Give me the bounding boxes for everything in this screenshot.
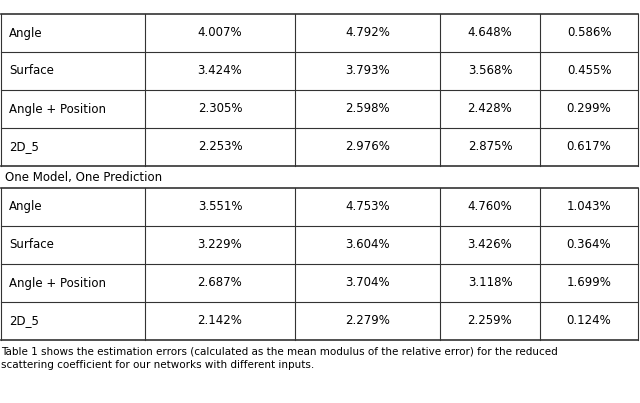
Text: Surface: Surface <box>9 64 54 77</box>
Text: 3.229%: 3.229% <box>198 239 243 251</box>
Text: 1.699%: 1.699% <box>566 276 611 289</box>
Text: 0.586%: 0.586% <box>567 27 611 39</box>
Text: 3.604%: 3.604% <box>345 239 390 251</box>
Text: Angle: Angle <box>9 201 43 214</box>
Text: Table 1 shows the estimation errors (calculated as the mean modulus of the relat: Table 1 shows the estimation errors (cal… <box>1 346 557 356</box>
Text: 0.124%: 0.124% <box>566 314 611 328</box>
Text: 0.455%: 0.455% <box>567 64 611 77</box>
Text: 2.142%: 2.142% <box>198 314 243 328</box>
Text: 2.428%: 2.428% <box>468 102 513 116</box>
Text: 2D_5: 2D_5 <box>9 314 39 328</box>
Text: 4.753%: 4.753% <box>345 201 390 214</box>
Text: 3.793%: 3.793% <box>345 64 390 77</box>
Text: 0.364%: 0.364% <box>566 239 611 251</box>
Text: 2.279%: 2.279% <box>345 314 390 328</box>
Text: 2.976%: 2.976% <box>345 141 390 154</box>
Text: 3.551%: 3.551% <box>198 201 243 214</box>
Text: 3.704%: 3.704% <box>345 276 390 289</box>
Text: 3.568%: 3.568% <box>468 64 512 77</box>
Text: 2.875%: 2.875% <box>468 141 512 154</box>
Text: 0.617%: 0.617% <box>566 141 611 154</box>
Text: 3.424%: 3.424% <box>198 64 243 77</box>
Text: scattering coefficient for our networks with different inputs.: scattering coefficient for our networks … <box>1 360 314 370</box>
Text: Surface: Surface <box>9 239 54 251</box>
Text: 4.760%: 4.760% <box>468 201 513 214</box>
Text: 3.118%: 3.118% <box>468 276 512 289</box>
Text: 2D_5: 2D_5 <box>9 141 39 154</box>
Text: Angle + Position: Angle + Position <box>9 276 106 289</box>
Text: 0.299%: 0.299% <box>566 102 611 116</box>
Text: 2.253%: 2.253% <box>198 141 243 154</box>
Text: 4.007%: 4.007% <box>198 27 243 39</box>
Text: 2.598%: 2.598% <box>345 102 390 116</box>
Text: 2.305%: 2.305% <box>198 102 243 116</box>
Text: 3.426%: 3.426% <box>468 239 513 251</box>
Text: Angle: Angle <box>9 27 43 39</box>
Text: 2.259%: 2.259% <box>468 314 513 328</box>
Text: 1.043%: 1.043% <box>566 201 611 214</box>
Text: Angle + Position: Angle + Position <box>9 102 106 116</box>
Text: 4.648%: 4.648% <box>468 27 513 39</box>
Text: 2.687%: 2.687% <box>198 276 243 289</box>
Text: One Model, One Prediction: One Model, One Prediction <box>5 170 162 183</box>
Text: 4.792%: 4.792% <box>345 27 390 39</box>
